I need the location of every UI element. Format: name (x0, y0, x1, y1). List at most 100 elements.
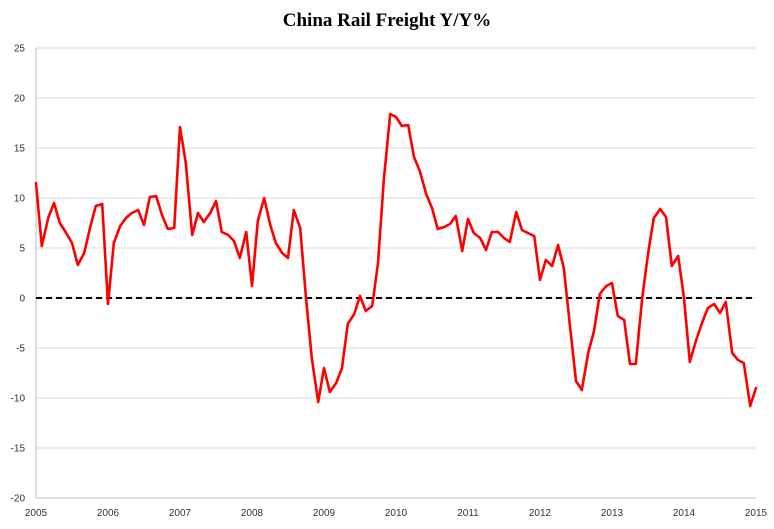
data-point (256, 220, 259, 222)
y-tick-label: -5 (16, 344, 25, 355)
data-point (616, 315, 619, 317)
data-point (688, 361, 691, 363)
data-point (184, 162, 187, 164)
y-tick-label: -10 (11, 394, 26, 405)
data-point (562, 267, 565, 269)
y-tick-label: -15 (11, 444, 26, 455)
data-point (497, 231, 500, 233)
data-point (112, 242, 115, 244)
data-point (526, 232, 529, 234)
data-point (227, 234, 230, 236)
data-point (76, 264, 79, 266)
data-point (287, 257, 289, 259)
data-point (317, 401, 320, 403)
data-point (245, 231, 248, 233)
x-tick-label: 2015 (745, 508, 768, 519)
data-point (695, 339, 698, 341)
data-point (659, 208, 662, 210)
data-point (490, 231, 493, 233)
data-point (587, 352, 590, 354)
x-tick-label: 2008 (241, 508, 264, 519)
data-point (449, 223, 451, 225)
data-point (101, 203, 104, 205)
data-point (335, 382, 338, 384)
data-point (137, 209, 140, 211)
data-point (683, 297, 685, 299)
data-point (299, 227, 302, 229)
data-point (119, 225, 122, 227)
data-point (443, 226, 446, 228)
data-point (58, 222, 61, 224)
data-point (508, 241, 511, 243)
data-point (407, 124, 410, 126)
data-point (593, 330, 595, 332)
data-point (328, 391, 331, 393)
data-point (503, 237, 505, 239)
data-point (701, 322, 703, 324)
x-tick-label: 2012 (529, 508, 552, 519)
data-point (215, 200, 217, 202)
data-point (179, 126, 181, 128)
data-point (310, 357, 313, 359)
data-point (755, 387, 757, 389)
data-point (389, 113, 392, 115)
data-point (269, 223, 271, 225)
data-point (418, 170, 421, 172)
x-tick-label: 2006 (97, 508, 120, 519)
data-point (467, 218, 469, 220)
y-tick-label: -20 (11, 494, 26, 505)
data-point (706, 307, 709, 309)
data-point (605, 285, 608, 287)
data-point (724, 301, 727, 303)
data-point (65, 232, 68, 234)
y-tick-label: 5 (19, 244, 25, 255)
y-tick-label: 15 (14, 144, 26, 155)
x-tick-label: 2013 (601, 508, 624, 519)
data-point (670, 265, 673, 267)
data-point (371, 305, 374, 307)
data-point (251, 285, 253, 287)
data-point (323, 367, 325, 369)
data-point (130, 212, 133, 214)
data-point (359, 295, 361, 297)
data-point (292, 209, 295, 211)
data-point (521, 229, 523, 231)
data-point (544, 259, 547, 261)
data-point (454, 215, 457, 217)
data-point (652, 217, 655, 219)
data-point (173, 227, 176, 229)
chart-title: China Rail Freight Y/Y% (282, 10, 492, 31)
data-point (166, 228, 169, 230)
data-point (539, 279, 541, 281)
data-point (472, 232, 475, 234)
data-point (53, 202, 55, 204)
data-point (238, 257, 241, 259)
data-point (611, 282, 613, 284)
x-tick-label: 2009 (313, 508, 336, 519)
data-point (281, 252, 284, 254)
data-point (580, 389, 583, 391)
data-point (431, 207, 433, 209)
data-point (274, 242, 277, 244)
x-tick-label: 2011 (457, 508, 479, 519)
data-point (629, 363, 631, 365)
data-point (634, 363, 637, 365)
data-point (263, 197, 266, 199)
data-point (425, 193, 428, 195)
data-point (665, 216, 667, 218)
data-point (598, 293, 601, 295)
data-point (148, 196, 151, 198)
y-tick-label: 25 (14, 44, 26, 55)
data-point (731, 352, 734, 354)
x-tick-label: 2010 (385, 508, 408, 519)
data-point (161, 214, 163, 216)
data-point (413, 156, 415, 158)
data-point (346, 323, 349, 325)
data-point (202, 221, 205, 223)
series-layer (34, 112, 758, 408)
data-point (742, 362, 745, 364)
data-point (533, 235, 536, 237)
data-point (233, 240, 235, 242)
y-tick-label: 20 (14, 94, 26, 105)
